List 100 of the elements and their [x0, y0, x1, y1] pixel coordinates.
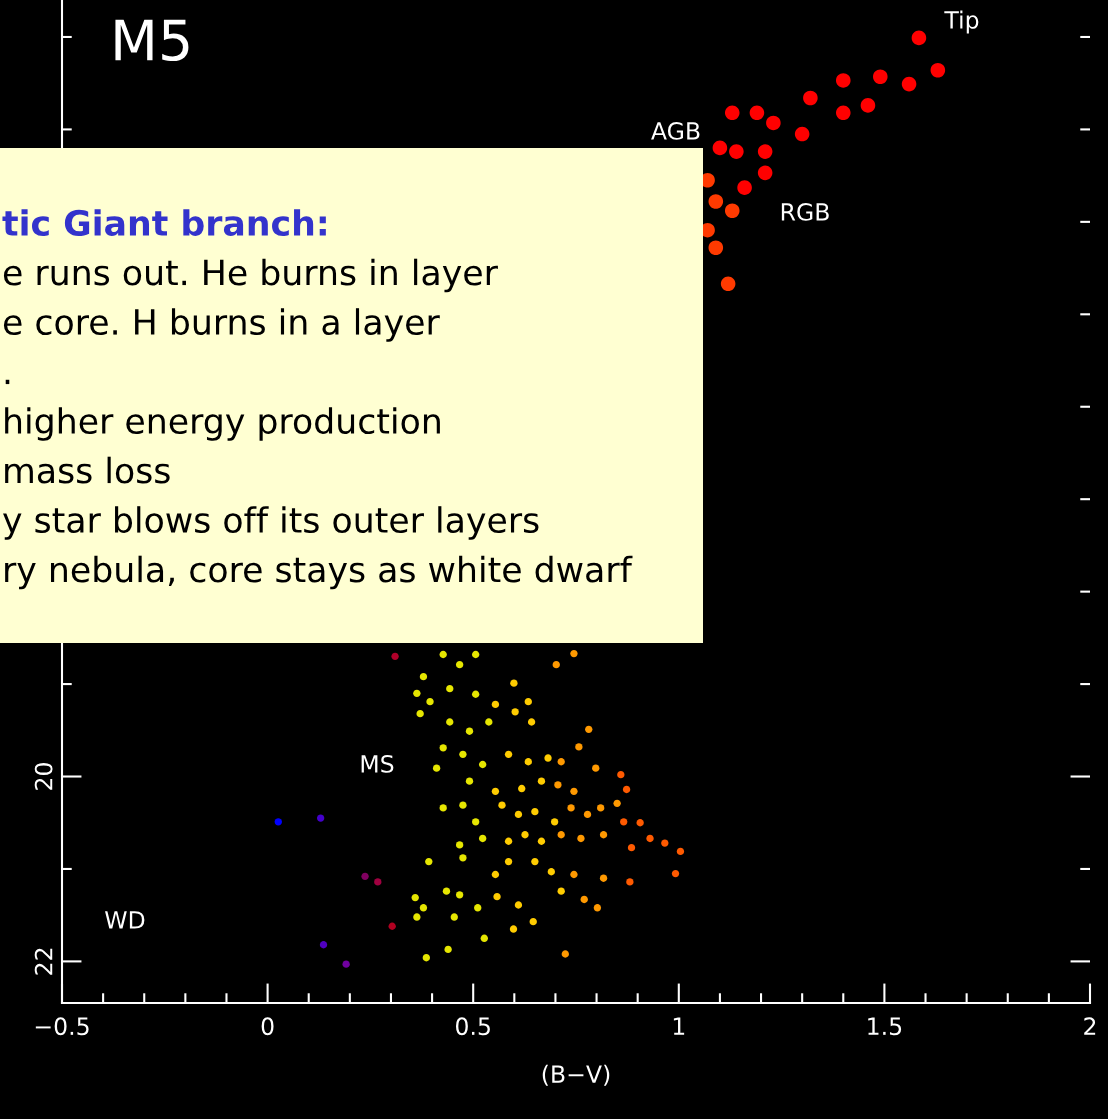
point [570, 870, 578, 879]
point [316, 814, 325, 822]
point [274, 818, 282, 826]
point [342, 960, 350, 968]
annotation: mass loss [5, 456, 170, 484]
point [413, 913, 421, 921]
annotation: higher energy production [5, 407, 440, 441]
point [620, 818, 628, 826]
point [444, 945, 452, 954]
x-axis-title: (B−V) [542, 1064, 610, 1086]
annotation: y star blows off its outer layers [3, 506, 539, 540]
point [676, 847, 685, 856]
point [537, 837, 546, 845]
point [661, 839, 669, 847]
point [361, 872, 369, 881]
point [757, 165, 773, 181]
x-tick-label: 2 [1084, 1017, 1096, 1035]
point [527, 718, 536, 726]
point [446, 718, 454, 726]
point [504, 857, 513, 866]
point [509, 925, 518, 933]
point [498, 801, 506, 809]
point [531, 857, 539, 866]
point [794, 126, 810, 142]
y-tick-label: 20 [34, 763, 53, 790]
point [585, 725, 593, 734]
point [599, 831, 608, 839]
point [426, 697, 434, 706]
point [439, 650, 447, 659]
annotation: AGB [651, 121, 700, 140]
point [570, 787, 578, 795]
point [567, 804, 575, 812]
point [580, 895, 588, 904]
y-tick-label: 22 [34, 948, 53, 975]
point [552, 660, 560, 669]
point [724, 203, 740, 219]
point [442, 887, 451, 895]
point [720, 276, 736, 292]
point [450, 913, 458, 921]
point [575, 743, 583, 751]
point [537, 777, 546, 785]
point [411, 893, 419, 902]
point [557, 758, 565, 766]
point [493, 893, 501, 901]
point [708, 240, 724, 256]
annotation: RGB [781, 202, 829, 221]
point [737, 180, 752, 195]
point [504, 750, 513, 759]
point [455, 841, 464, 849]
point [646, 834, 654, 843]
annotation: e runs out. He burns in layer [3, 258, 498, 293]
point [465, 727, 474, 735]
point [471, 650, 480, 659]
point [374, 878, 382, 886]
point [597, 804, 605, 812]
point [766, 115, 781, 131]
point [485, 718, 493, 726]
point [671, 869, 680, 878]
point [803, 90, 818, 106]
annotation: tic Giant branch: [2, 209, 326, 237]
point [518, 784, 526, 793]
point [419, 904, 428, 912]
point [471, 818, 480, 826]
point [622, 785, 631, 794]
point [521, 831, 529, 839]
point [432, 764, 441, 772]
point [504, 837, 513, 845]
point [491, 787, 500, 795]
point [439, 744, 447, 752]
point [557, 831, 565, 839]
point [319, 941, 328, 949]
annotation: WD [105, 911, 145, 929]
point [388, 922, 396, 930]
annotation: Tip [944, 10, 979, 34]
point [617, 770, 625, 779]
point [599, 874, 608, 882]
point [511, 708, 519, 716]
point [554, 781, 562, 789]
point [459, 854, 467, 862]
text: . [5, 379, 10, 385]
point [729, 144, 744, 159]
point [391, 652, 399, 661]
point [471, 690, 480, 698]
point [419, 673, 428, 681]
point [636, 819, 644, 827]
x-tick-label: 1.5 [868, 1017, 902, 1036]
point [911, 30, 927, 46]
x-tick-label: 1 [673, 1017, 685, 1035]
point [708, 194, 724, 209]
point [550, 818, 559, 826]
point [425, 857, 433, 866]
point [459, 750, 467, 759]
point [712, 140, 728, 156]
point [478, 834, 487, 843]
point [510, 679, 518, 687]
point [474, 904, 482, 912]
point [627, 844, 636, 852]
point [413, 689, 421, 697]
point [577, 834, 585, 843]
point [491, 870, 500, 879]
